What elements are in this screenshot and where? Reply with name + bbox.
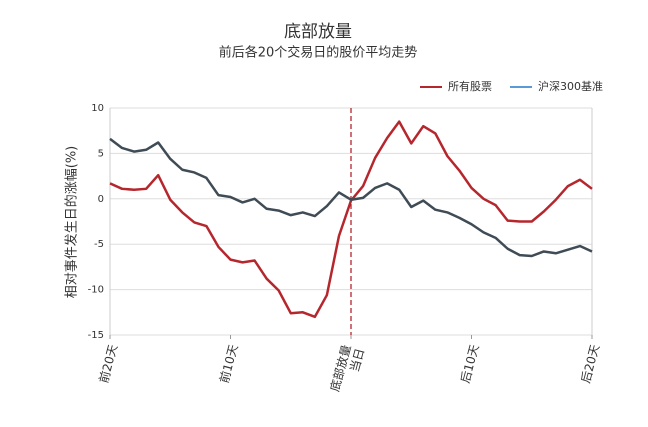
y-tick-label: -15	[88, 330, 104, 341]
x-tick-label: 后20天	[579, 343, 603, 385]
y-tick-label: 5	[98, 148, 104, 159]
y-tick-label: 10	[91, 103, 104, 114]
legend-label: 沪深300基准	[538, 79, 603, 93]
x-tick-label: 前20天	[96, 343, 121, 385]
y-tick-label: 0	[98, 194, 104, 205]
series-line	[109, 137, 593, 258]
chart-title: 底部放量	[284, 22, 352, 42]
legend-label: 所有股票	[448, 79, 492, 93]
y-axis-label: 相对事件发生日的涨幅(%)	[64, 146, 80, 299]
x-tick-label: 底部放量当日	[326, 343, 366, 397]
x-tick-label: 前10天	[216, 343, 241, 385]
y-tick-label: -10	[88, 285, 104, 296]
y-tick-label: -5	[94, 239, 104, 250]
chart-subtitle: 前后各20个交易日的股价平均走势	[219, 45, 418, 61]
x-tick-label: 后10天	[458, 343, 482, 385]
